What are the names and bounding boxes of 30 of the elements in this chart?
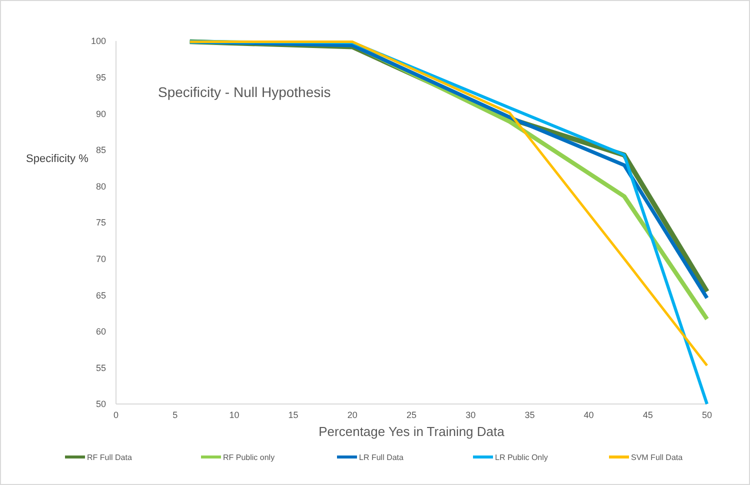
y-tick-label: 55: [96, 362, 106, 373]
x-tick-label: 10: [229, 410, 240, 420]
x-tick-label: 30: [466, 410, 476, 420]
x-tick-label: 45: [642, 410, 653, 420]
y-tick-label: 100: [90, 36, 106, 46]
y-tick-label: 60: [96, 326, 106, 337]
x-tick-label: 40: [584, 410, 594, 420]
legend-label: LR Public Only: [495, 452, 548, 462]
x-tick-label: 20: [347, 410, 358, 420]
x-tick-label: 35: [524, 410, 535, 420]
text: Specificity - Null Hypothesis: [158, 84, 331, 100]
y-tick-label: 95: [96, 72, 106, 82]
y-tick-label: 65: [96, 290, 106, 300]
x-tick-label: 25: [406, 410, 417, 420]
legend-label: RF Public only: [223, 452, 275, 462]
x-tick-label: 15: [288, 410, 298, 420]
y-axis-title: Specificity %: [26, 153, 89, 165]
x-axis-title: Percentage Yes in Training Data: [318, 424, 506, 439]
legend-label: RF Full Data: [87, 452, 132, 462]
x-tick-label: 50: [702, 410, 712, 420]
legend-label: SVM Full Data: [631, 452, 684, 462]
y-tick-label: 50: [96, 399, 106, 410]
y-tick-label: 70: [96, 254, 106, 264]
x-tick-label: 0: [113, 410, 119, 420]
y-tick-label: 80: [96, 181, 106, 192]
y-tick-label: 75: [96, 218, 106, 228]
y-tick-label: 85: [96, 145, 106, 156]
x-tick-label: 5: [172, 410, 178, 420]
legend-label: LR Full Data: [359, 452, 404, 462]
y-tick-label: 90: [96, 108, 106, 119]
